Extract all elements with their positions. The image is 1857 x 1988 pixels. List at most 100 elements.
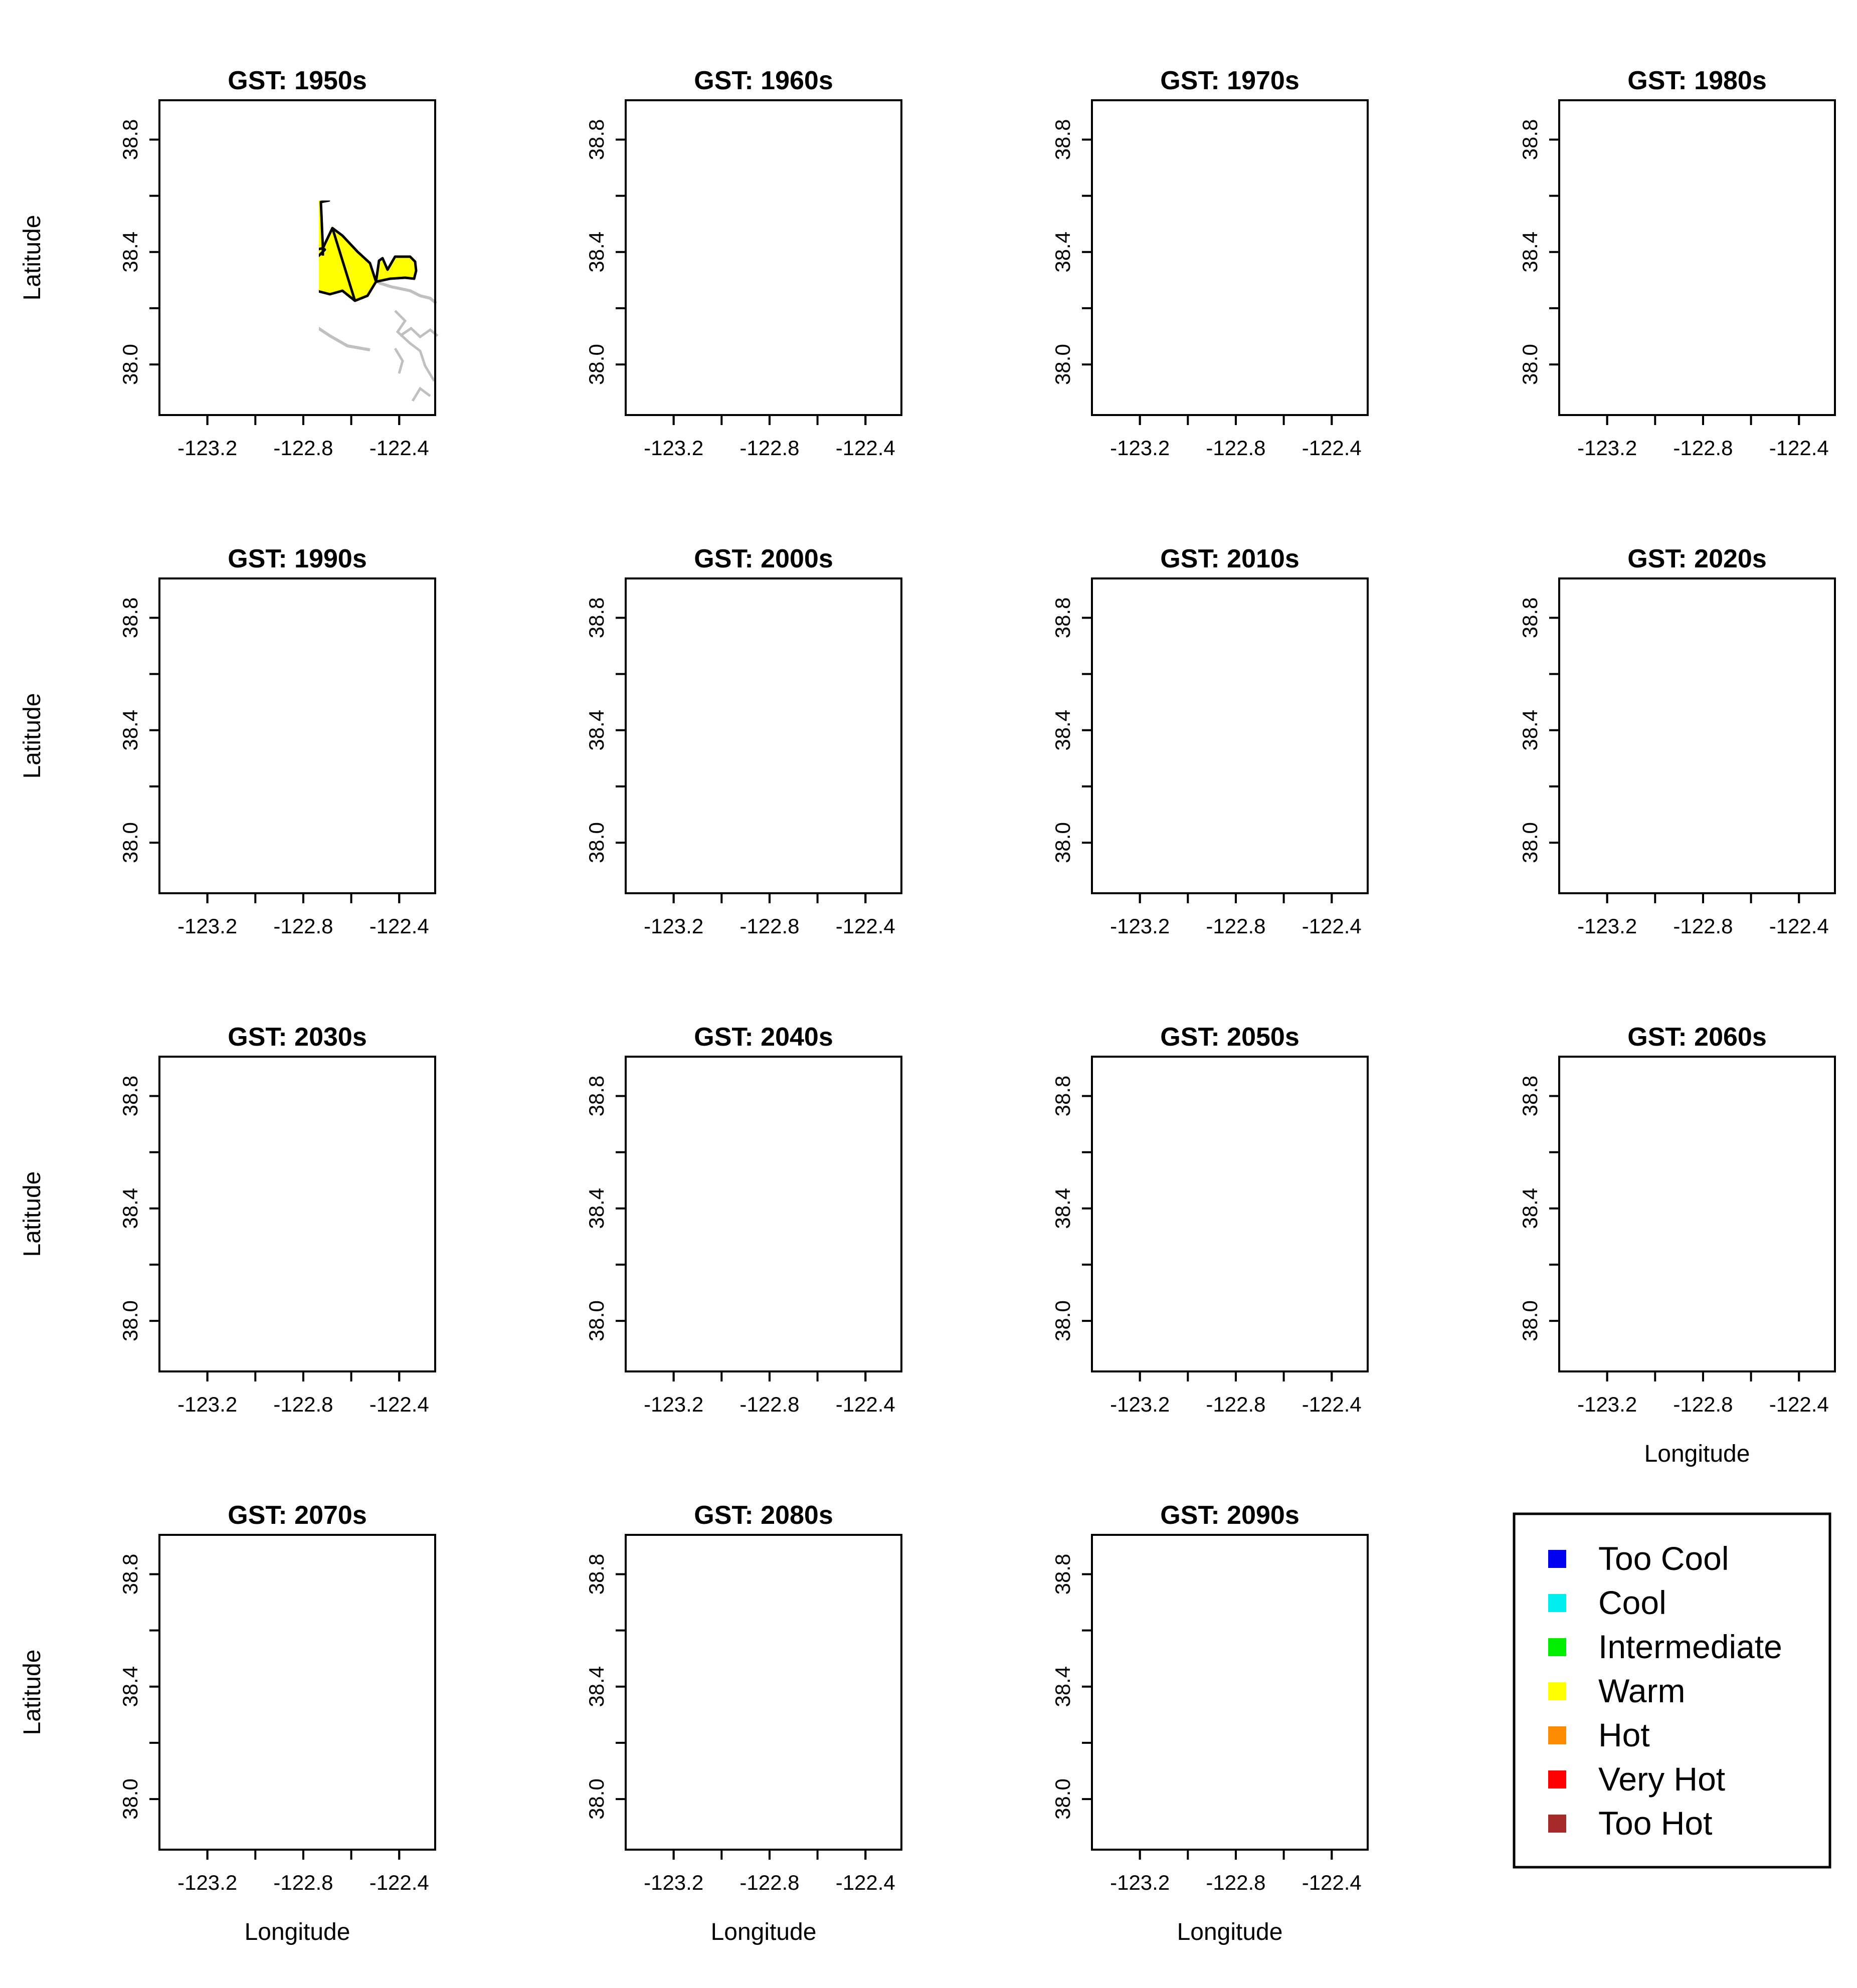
map-panels: GST: 1950s -123.2 -122.8 -122.4 38.0 38.4 38.8… bbox=[19, 66, 1837, 1945]
map-panel: GST: 1970s -123.2 -122.8 -122.4 38.0 38.4 38.8 bbox=[1051, 66, 1370, 460]
y-tick-label: 38.0 bbox=[1518, 822, 1542, 863]
x-tick-label: -122.8 bbox=[1673, 1393, 1733, 1416]
coastline-detail bbox=[1657, 293, 1837, 401]
panel-title: GST: 1950s bbox=[228, 66, 367, 95]
coastline bbox=[159, 1580, 370, 1784]
climate-zone bbox=[698, 1191, 727, 1233]
climate-zone bbox=[1776, 258, 1806, 282]
plot-frame bbox=[158, 577, 436, 894]
map-panel: GST: 2000s -123.2 -122.8 -122.4 38.0 38.4 38.8 bbox=[585, 544, 902, 938]
climate-zone bbox=[698, 235, 727, 277]
climate-zone bbox=[235, 713, 305, 766]
legend-item: Hot bbox=[1548, 1716, 1650, 1753]
climate-zone bbox=[168, 141, 210, 185]
climate-zone bbox=[1101, 1576, 1142, 1620]
plot-frame bbox=[625, 1056, 902, 1372]
x-tick-label: -123.2 bbox=[177, 1871, 237, 1894]
legend-label: Cool bbox=[1598, 1584, 1666, 1621]
climate-zone bbox=[809, 1670, 842, 1735]
county-boundary bbox=[332, 706, 355, 779]
climate-zone bbox=[235, 1669, 305, 1723]
x-tick-label: -122.8 bbox=[1206, 1871, 1265, 1894]
bay-shoreline bbox=[830, 1708, 902, 1738]
map-panel: GST: 1980s -123.2 -122.8 -122.4 38.0 38.4 38.8 bbox=[1518, 66, 1837, 460]
map-area bbox=[1092, 620, 1370, 879]
map-panel: GST: 2070s -123.2 -122.8 -122.4 38.0 38.4 38.8… bbox=[19, 1501, 436, 1945]
y-tick-label: 38.4 bbox=[1518, 710, 1542, 751]
climate-zone bbox=[1742, 1192, 1776, 1257]
climate-zone bbox=[235, 235, 305, 288]
climate-zone bbox=[1634, 713, 1705, 766]
county-boundary bbox=[1568, 141, 1609, 185]
panel-title: GST: 2030s bbox=[228, 1023, 367, 1052]
y-tick-label: 38.4 bbox=[118, 1188, 142, 1229]
coastline bbox=[1092, 1102, 1303, 1306]
coastline-detail bbox=[1190, 1250, 1370, 1357]
y-tick-label: 38.8 bbox=[118, 1554, 142, 1595]
x-tick-label: -123.2 bbox=[1577, 436, 1637, 460]
county-boundary bbox=[1188, 1103, 1265, 1212]
bay-shoreline bbox=[364, 751, 436, 781]
legend-label: Warm bbox=[1598, 1672, 1686, 1709]
climate-zone bbox=[388, 735, 416, 757]
climate-zone bbox=[842, 736, 872, 760]
climate-zone bbox=[1101, 620, 1142, 664]
map-area bbox=[1092, 1576, 1370, 1836]
climate-zone bbox=[1309, 1215, 1339, 1238]
y-tick-label: 38.4 bbox=[118, 710, 142, 751]
x-tick-label: -123.2 bbox=[1577, 914, 1637, 938]
climate-zone bbox=[701, 1669, 771, 1723]
coastline bbox=[1559, 145, 1770, 350]
climate-zone bbox=[1655, 146, 1732, 256]
map-panel: GST: 2020s -123.2 -122.8 -122.4 38.0 38.4 38.8 bbox=[1518, 544, 1836, 938]
climate-zone bbox=[256, 1103, 332, 1212]
y-tick-label: 38.4 bbox=[585, 232, 608, 273]
bay-shoreline bbox=[1764, 273, 1836, 303]
x-tick-label: -122.4 bbox=[1769, 436, 1829, 460]
x-tick-label: -123.2 bbox=[1110, 1871, 1170, 1894]
x-tick-label: -122.4 bbox=[1769, 914, 1829, 938]
x-tick-label: -122.4 bbox=[369, 1393, 429, 1416]
y-tick-label: 38.8 bbox=[118, 598, 142, 639]
bay-shoreline bbox=[1296, 273, 1369, 303]
y-tick-label: 38.0 bbox=[1051, 1778, 1074, 1820]
x-tick-label: -122.4 bbox=[836, 914, 895, 938]
climate-zone bbox=[1231, 228, 1290, 301]
climate-zone bbox=[232, 713, 261, 755]
x-tick-label: -123.2 bbox=[1110, 914, 1170, 938]
map-area bbox=[1092, 141, 1370, 401]
climate-zone bbox=[1165, 235, 1193, 277]
climate-zone bbox=[701, 235, 771, 288]
bay-shoreline bbox=[364, 1230, 436, 1260]
climate-zone bbox=[1275, 1670, 1309, 1735]
county-boundary bbox=[1632, 1184, 1816, 1257]
x-tick-label: -122.8 bbox=[273, 914, 333, 938]
bay-shoreline bbox=[1296, 1708, 1369, 1738]
climate-zone bbox=[388, 1213, 416, 1235]
y-tick-label: 38.0 bbox=[585, 344, 608, 385]
plot-frame bbox=[158, 1056, 436, 1372]
coastline bbox=[1092, 624, 1303, 828]
x-tick-label: -123.2 bbox=[644, 1393, 703, 1416]
map-area bbox=[159, 1098, 438, 1357]
climate-zone bbox=[854, 257, 882, 279]
county-boundary bbox=[635, 141, 676, 185]
y-tick-label: 38.4 bbox=[1051, 1188, 1074, 1229]
county-boundary bbox=[1101, 1098, 1142, 1142]
x-tick-label: -122.8 bbox=[273, 436, 333, 460]
legend-item: Warm bbox=[1548, 1672, 1686, 1709]
map-area bbox=[159, 620, 438, 879]
county-boundary bbox=[1632, 706, 1816, 779]
panel-title: GST: 1990s bbox=[228, 544, 367, 573]
y-tick-label: 38.8 bbox=[1051, 598, 1074, 639]
x-tick-label: -122.8 bbox=[273, 1871, 333, 1894]
county-boundary bbox=[319, 201, 330, 257]
x-tick-label: -122.8 bbox=[273, 1393, 333, 1416]
climate-zone bbox=[1787, 257, 1816, 279]
panel-title: GST: 1970s bbox=[1160, 66, 1299, 95]
map-area bbox=[626, 141, 904, 401]
climate-zone bbox=[299, 1663, 357, 1735]
x-axis-label: Longitude bbox=[245, 1919, 350, 1945]
climate-zone bbox=[1568, 1098, 1609, 1142]
legend-box bbox=[1513, 1512, 1831, 1869]
